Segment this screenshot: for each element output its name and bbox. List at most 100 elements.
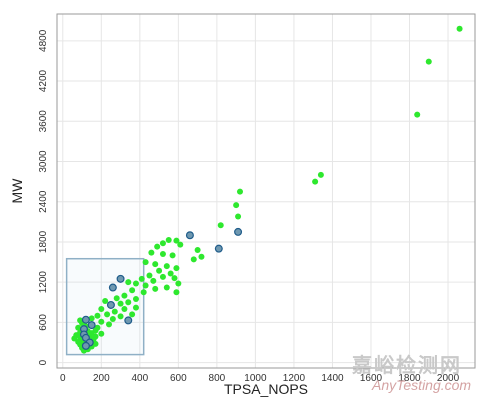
data-point[interactable]	[163, 284, 170, 291]
data-point-selected[interactable]	[106, 300, 115, 309]
data-point[interactable]	[169, 252, 176, 259]
y-tick-label: 1800	[38, 230, 49, 253]
x-tick-label: 800	[209, 373, 226, 384]
x-tick-label: 0	[60, 373, 66, 384]
data-point[interactable]	[236, 188, 243, 195]
data-point[interactable]	[98, 306, 105, 312]
data-point[interactable]	[171, 275, 178, 282]
data-point[interactable]	[132, 295, 139, 302]
y-tick-label: 3000	[38, 150, 49, 173]
data-point[interactable]	[142, 282, 149, 289]
data-point[interactable]	[194, 247, 201, 253]
data-point[interactable]	[190, 256, 197, 263]
y-tick-labels: 0 600 1200 1800 2400 3000 3600 4200 4800	[38, 29, 49, 365]
data-point[interactable]	[121, 306, 128, 312]
data-point[interactable]	[425, 58, 432, 65]
y-tick-label: 3600	[38, 110, 49, 133]
data-point[interactable]	[113, 295, 120, 302]
data-point[interactable]	[125, 299, 132, 306]
data-point[interactable]	[121, 292, 128, 299]
data-point[interactable]	[173, 289, 180, 296]
data-point[interactable]	[94, 312, 101, 319]
data-point[interactable]	[152, 261, 159, 268]
y-axis-title: MW	[9, 178, 25, 204]
data-point-selected[interactable]	[108, 283, 117, 292]
data-point[interactable]	[129, 287, 136, 294]
x-tick-label: 1400	[321, 373, 344, 384]
x-tick-label: 1800	[398, 373, 421, 384]
data-point[interactable]	[159, 273, 166, 280]
data-point[interactable]	[75, 324, 82, 331]
data-point[interactable]	[414, 111, 421, 118]
data-point[interactable]	[138, 275, 145, 282]
y-tick-label: 2400	[38, 190, 49, 213]
data-point-selected[interactable]	[185, 231, 194, 240]
data-point[interactable]	[165, 236, 172, 243]
data-point[interactable]	[173, 265, 180, 272]
data-point[interactable]	[117, 313, 124, 320]
x-axis-title: TPSA_NOPS	[224, 381, 308, 397]
data-point[interactable]	[167, 270, 174, 277]
x-tick-label: 1600	[360, 373, 383, 384]
data-point[interactable]	[235, 213, 242, 220]
data-point[interactable]	[173, 237, 180, 244]
data-point[interactable]	[163, 263, 170, 270]
gridlines	[57, 14, 475, 368]
data-point[interactable]	[88, 315, 95, 322]
data-point-selected[interactable]	[87, 321, 96, 330]
data-point[interactable]	[312, 178, 319, 185]
data-point[interactable]	[98, 330, 105, 337]
x-tick-label: 400	[131, 373, 148, 384]
data-point[interactable]	[152, 285, 159, 292]
data-point[interactable]	[129, 311, 136, 318]
x-tick-label: 600	[170, 373, 187, 384]
data-point-selected[interactable]	[214, 244, 223, 253]
data-point[interactable]	[198, 253, 205, 260]
y-tick-label: 0	[38, 359, 49, 365]
data-point[interactable]	[106, 321, 113, 328]
watermark: 嘉峪检测网 AnyTesting.com	[346, 349, 496, 401]
data-point[interactable]	[317, 171, 324, 178]
x-tick-label: 1000	[244, 373, 267, 384]
data-point-selected[interactable]	[234, 227, 243, 236]
data-point[interactable]	[146, 272, 153, 279]
data-point-selected[interactable]	[116, 274, 125, 283]
data-point[interactable]	[150, 277, 157, 284]
data-point[interactable]	[233, 202, 240, 209]
data-point-selected[interactable]	[124, 316, 133, 325]
data-point[interactable]	[98, 318, 105, 325]
data-point[interactable]	[175, 280, 182, 287]
data-point[interactable]	[148, 249, 155, 256]
data-point[interactable]	[154, 243, 161, 250]
y-tick-label: 4800	[38, 29, 49, 52]
watermark-text-en: AnyTesting.com	[372, 377, 472, 393]
data-point[interactable]	[132, 304, 139, 311]
data-point[interactable]	[177, 241, 184, 248]
x-tick-label: 200	[93, 373, 110, 384]
data-point[interactable]	[102, 297, 109, 304]
y-tick-label: 1200	[38, 271, 49, 294]
data-point-selected[interactable]	[81, 341, 90, 350]
plot-frame	[56, 13, 476, 369]
data-point[interactable]	[111, 308, 118, 315]
data-point[interactable]	[132, 280, 139, 287]
data-point[interactable]	[456, 25, 463, 32]
data-point[interactable]	[117, 300, 124, 307]
data-point[interactable]	[140, 289, 147, 296]
data-point[interactable]	[109, 316, 116, 323]
y-tick-label: 4200	[38, 69, 49, 92]
x-tick-labels: 0 200 400 600 800 1000 1200 1400 1600 1800 2000	[60, 373, 460, 384]
y-tick-label: 600	[38, 314, 49, 331]
data-points	[71, 25, 463, 354]
data-point[interactable]	[159, 240, 166, 247]
data-point[interactable]	[159, 251, 166, 258]
data-point-selected[interactable]	[81, 315, 90, 324]
x-tick-label: 2000	[437, 373, 460, 384]
data-point[interactable]	[104, 311, 111, 318]
data-point[interactable]	[217, 222, 224, 229]
data-point[interactable]	[125, 279, 132, 286]
data-point[interactable]	[156, 267, 163, 274]
data-point[interactable]	[142, 259, 149, 266]
x-tick-label: 1200	[283, 373, 306, 384]
